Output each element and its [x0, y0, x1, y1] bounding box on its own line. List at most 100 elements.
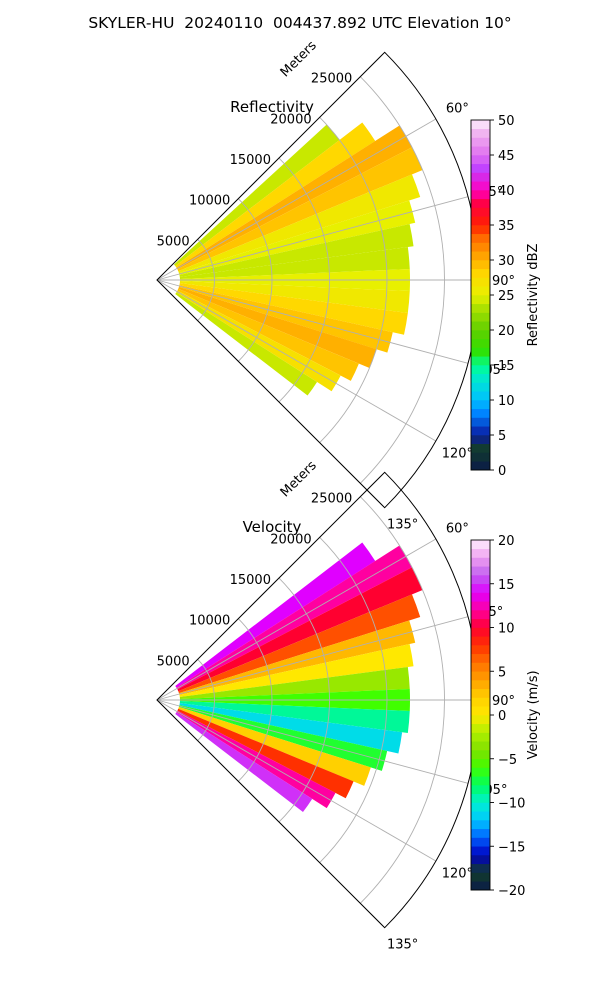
azimuth-gridline [156, 196, 469, 281]
colorbar-segment [471, 146, 490, 156]
colorbar-segment [471, 233, 490, 243]
colorbar-segment [471, 548, 490, 558]
radar-cell [178, 706, 371, 786]
colorbar-segment [471, 540, 490, 550]
colorbar-segment [471, 190, 490, 200]
colorbar-segment [471, 741, 490, 751]
radial-tick-label: 20000 [270, 532, 311, 547]
colorbar-segment [471, 172, 490, 182]
colorbar-tick-label: 30 [498, 254, 515, 269]
colorbar-segment [471, 881, 490, 891]
radial-tick-label: 10000 [189, 614, 230, 629]
colorbar-segment [471, 776, 490, 786]
radial-tick-label: 15000 [230, 153, 271, 168]
velocity-colorbar: −20 −15 −10 −5 0 5 10 15 20 Velocity (m/s) [470, 534, 541, 899]
radar-cell [177, 288, 359, 381]
colorbar-tick-label: 0 [498, 464, 506, 479]
azimuth-tick-label: 135° [387, 938, 418, 953]
colorbar-segment [471, 382, 490, 392]
colorbar-segment [471, 347, 490, 357]
colorbar-tick-label: 10 [498, 394, 515, 409]
colorbar-segment [471, 426, 490, 436]
azimuth-tick-label: 60° [446, 522, 469, 537]
colorbar-tick-label: −5 [498, 753, 517, 768]
colorbar-segment [471, 583, 490, 593]
radar-cell [176, 125, 413, 270]
radar-cell [173, 124, 340, 266]
reflectivity-panel: 60°75°90°105°120°135°5000100001500020000… [156, 38, 515, 533]
colorbar-segment [471, 251, 490, 261]
colorbar-segment [471, 408, 490, 418]
colorbar-segment [471, 828, 490, 838]
radial-tick-label: 10000 [189, 194, 230, 209]
colorbar-segment [471, 785, 490, 795]
azimuth-gridline [156, 699, 437, 862]
colorbar-label: Reflectivity dBZ [526, 244, 541, 347]
radar-cell [179, 701, 410, 734]
radar-cell [178, 200, 416, 276]
panel-title: Reflectivity [230, 98, 314, 116]
colorbar-segment [471, 391, 490, 401]
panel-title: Velocity [243, 518, 302, 536]
colorbar-segment [471, 566, 490, 576]
colorbar-segment [471, 120, 490, 130]
colorbar-segment [471, 443, 490, 453]
azimuth-gridline [156, 616, 469, 701]
figure-title: SKYLER-HU 20240110 004437.892 UTC Elevat… [88, 14, 512, 32]
radar-cell [178, 594, 421, 694]
colorbar-segment [471, 793, 490, 803]
colorbar-segment [471, 207, 490, 217]
radar-cell [179, 703, 403, 754]
colorbar-segment [471, 181, 490, 191]
colorbar-tick-label: 15 [498, 359, 515, 374]
colorbar-segment [471, 260, 490, 270]
colorbar-tick-label: 5 [498, 429, 506, 444]
radar-cell [179, 643, 414, 697]
azimuth-gridline [156, 538, 437, 701]
radial-tick-label: 5000 [157, 654, 190, 669]
colorbar-segment [471, 610, 490, 620]
colorbar-tick-label: −10 [498, 797, 525, 812]
colorbar-segment [471, 338, 490, 348]
colorbar-tick-label: 5 [498, 665, 506, 680]
colorbar-segment [471, 303, 490, 313]
colorbar-segment [471, 461, 490, 471]
colorbar-segment [471, 653, 490, 663]
colorbar-segment [471, 688, 490, 698]
colorbar-segment [471, 277, 490, 287]
colorbar-segment [471, 225, 490, 235]
colorbar-tick-label: 40 [498, 184, 515, 199]
colorbar-tick-label: 35 [498, 219, 515, 234]
colorbar-segment [471, 128, 490, 138]
radar-cell [175, 712, 313, 813]
colorbar-segment [471, 575, 490, 585]
velocity-panel: 60°75°90°105°120°135°5000100001500020000… [156, 458, 515, 953]
radar-cell [175, 292, 318, 396]
colorbar-segment [471, 837, 490, 847]
azimuth-gridline [156, 279, 437, 442]
colorbar-segment [471, 295, 490, 305]
colorbar-tick-label: 25 [498, 289, 515, 304]
colorbar-segment [471, 452, 490, 462]
colorbar-segment [471, 557, 490, 567]
colorbar-tick-label: 10 [498, 622, 515, 637]
colorbar-segment [471, 662, 490, 672]
colorbar-segment [471, 592, 490, 602]
colorbar-segment [471, 802, 490, 812]
colorbar-segment [471, 321, 490, 331]
colorbar-segment [471, 706, 490, 716]
radial-tick-label: 15000 [230, 573, 271, 588]
radar-cell [179, 666, 410, 699]
radar-cell [175, 542, 376, 688]
colorbar-segment [471, 627, 490, 637]
azimuth-tick-label: 120° [442, 446, 473, 461]
colorbar-segment [471, 671, 490, 681]
colorbar-segment [471, 286, 490, 296]
reflectivity-colorbar: 0 5 10 15 20 25 30 35 40 45 50 Reflectivity dBZ [470, 114, 541, 479]
radar-cell [179, 223, 414, 277]
colorbar-segment [471, 242, 490, 252]
colorbar-tick-label: 20 [498, 534, 515, 549]
azimuth-tick-label: 135° [387, 518, 418, 533]
colorbar-segment [471, 715, 490, 725]
radial-tick-label: 20000 [270, 112, 311, 127]
